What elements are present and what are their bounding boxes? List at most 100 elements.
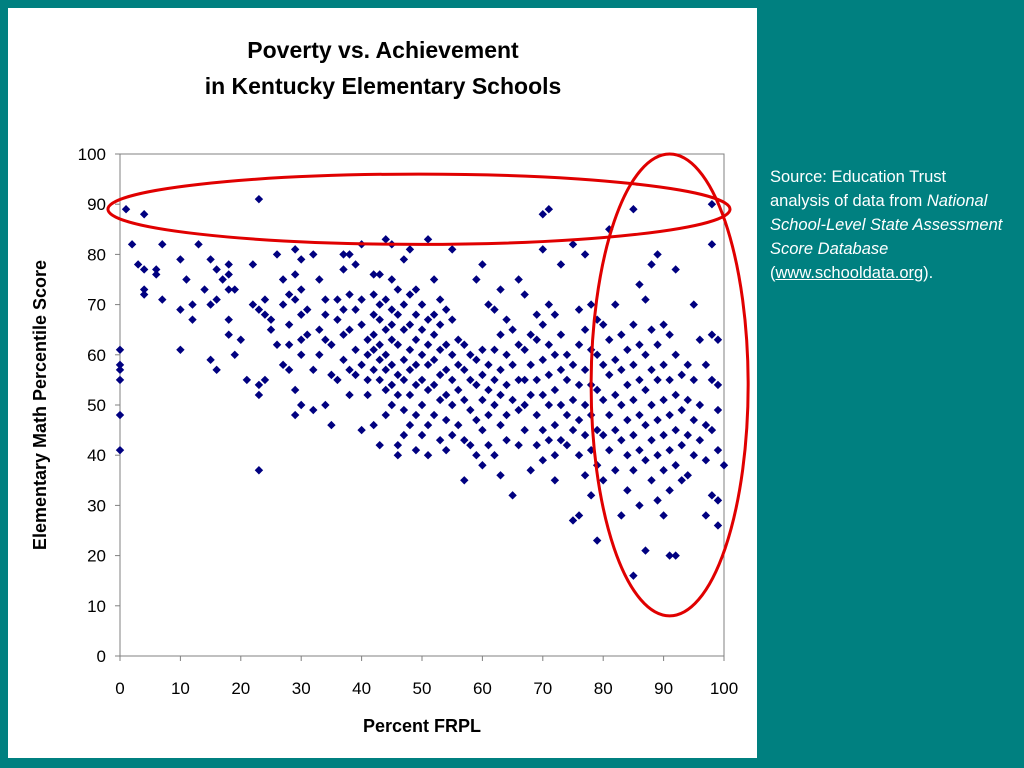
data-point <box>441 305 451 314</box>
data-point <box>333 295 342 304</box>
data-point <box>641 350 650 359</box>
data-point <box>369 365 378 375</box>
data-point <box>272 340 282 349</box>
data-point <box>429 355 439 365</box>
data-point <box>623 380 632 390</box>
data-point <box>266 325 276 334</box>
source-close: ). <box>923 264 934 282</box>
data-point <box>635 410 644 420</box>
data-point <box>435 435 445 445</box>
source-link[interactable]: www.schooldata.org <box>775 264 924 282</box>
data-point <box>617 330 626 339</box>
data-point <box>496 365 505 375</box>
data-point <box>399 325 409 334</box>
data-point <box>629 320 638 329</box>
data-point <box>659 430 668 440</box>
data-point <box>284 290 294 299</box>
data-point <box>641 385 650 395</box>
chart-title-line2: in Kentucky Elementary Schools <box>204 73 562 99</box>
data-point <box>290 270 300 279</box>
data-point <box>635 340 644 349</box>
data-point <box>677 476 686 485</box>
data-point <box>284 365 294 375</box>
chart-title: Poverty vs. Achievement in Kentucky Elem… <box>0 32 766 104</box>
data-point <box>448 315 457 324</box>
data-point <box>327 370 336 380</box>
data-point <box>417 300 427 309</box>
data-point <box>490 375 499 385</box>
data-point <box>309 250 318 259</box>
data-point <box>550 310 560 319</box>
data-point <box>671 390 680 400</box>
y-axis-label: Elementary Math Percentile Score <box>30 260 50 550</box>
data-point <box>272 250 282 259</box>
data-point <box>478 370 487 380</box>
data-point <box>254 466 264 475</box>
data-point <box>460 395 469 405</box>
data-point <box>278 360 288 370</box>
y-tick-label: 50 <box>87 396 106 415</box>
data-point <box>683 395 692 405</box>
data-point <box>369 345 378 354</box>
data-point <box>556 330 566 339</box>
data-point <box>665 551 674 560</box>
data-point <box>194 240 203 249</box>
data-point <box>550 385 560 395</box>
data-point <box>339 305 348 314</box>
data-point <box>321 310 330 319</box>
data-point <box>411 380 421 390</box>
x-tick-label: 100 <box>710 679 738 698</box>
data-point <box>441 365 451 375</box>
data-point <box>592 350 602 359</box>
data-point <box>454 335 463 344</box>
data-point <box>429 310 439 319</box>
data-point <box>405 420 415 430</box>
data-point <box>659 511 668 520</box>
data-point <box>617 511 626 520</box>
data-point <box>303 305 312 314</box>
data-point <box>435 320 445 329</box>
data-point <box>556 435 566 445</box>
data-point <box>538 355 547 365</box>
data-point <box>472 380 481 390</box>
data-point <box>508 491 517 500</box>
data-point <box>230 350 239 359</box>
data-point <box>363 335 372 344</box>
y-tick-label: 80 <box>87 245 106 264</box>
data-point <box>617 435 626 445</box>
data-point <box>139 285 149 294</box>
data-point <box>641 420 650 430</box>
x-axis: 0 10 20 30 40 50 60 70 80 90 100 <box>115 656 738 698</box>
data-point <box>460 476 469 485</box>
data-point <box>460 340 469 349</box>
data-point <box>381 365 390 375</box>
data-point <box>635 445 644 455</box>
data-point <box>629 430 638 440</box>
data-point <box>212 265 221 274</box>
data-point <box>665 330 674 339</box>
data-point <box>448 245 457 254</box>
data-point <box>484 410 493 420</box>
data-point <box>375 355 384 365</box>
data-point <box>393 451 403 460</box>
data-point <box>592 385 602 395</box>
x-tick-label: 70 <box>533 679 552 698</box>
data-point <box>574 340 584 349</box>
y-axis: 0 10 20 30 40 50 60 70 80 90 100 <box>78 145 120 666</box>
data-point <box>315 275 324 284</box>
data-point <box>526 360 535 370</box>
data-point <box>526 390 535 400</box>
source-text: Education Trust analysis of data from <box>770 168 947 210</box>
data-point <box>309 405 318 415</box>
data-point <box>611 390 620 400</box>
data-point <box>689 415 698 425</box>
data-point <box>496 471 505 480</box>
data-point <box>562 350 572 359</box>
data-point <box>399 430 409 440</box>
data-point <box>399 255 409 264</box>
y-tick-label: 10 <box>87 597 106 616</box>
data-point <box>351 345 360 354</box>
data-point <box>448 430 457 440</box>
data-point <box>478 260 487 269</box>
